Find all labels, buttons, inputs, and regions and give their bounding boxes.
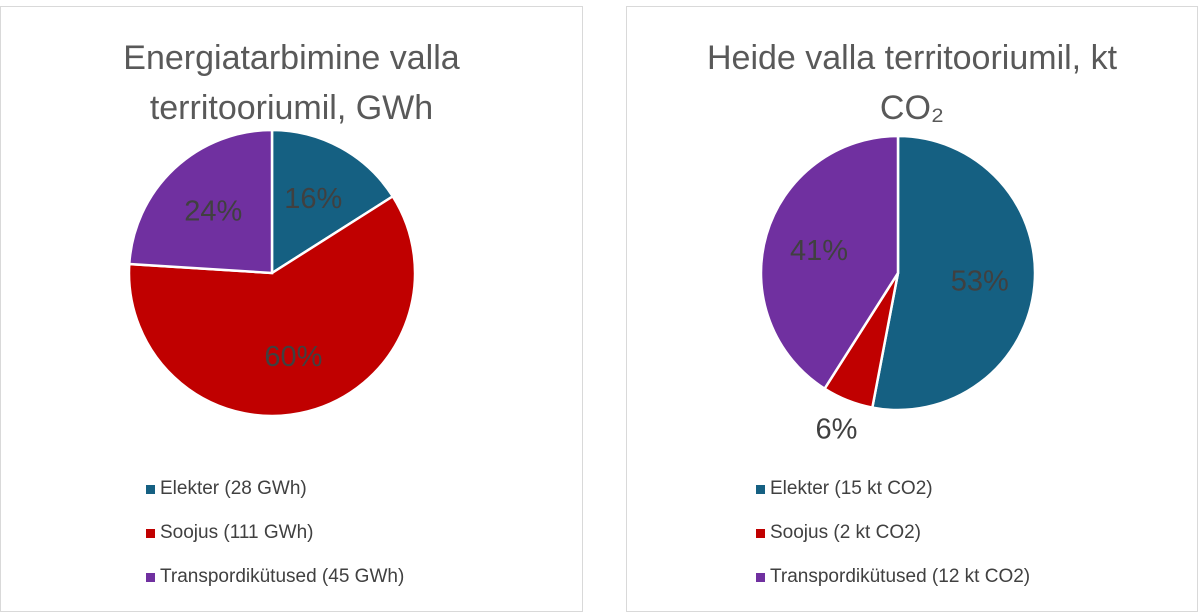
legend-swatch: [146, 529, 155, 538]
data-label: 16%: [284, 183, 342, 215]
pie-slice: [759, 134, 900, 391]
chart-panel: Heide valla territooriumil, kt CO₂ 53% 6% 4…: [626, 6, 1198, 612]
pie-slice: [127, 194, 417, 418]
pie-slice: [870, 134, 1037, 412]
legend-swatch: [756, 485, 765, 494]
legend-label: Transpordikütused (45 GWh): [160, 566, 405, 587]
data-label: 53%: [951, 266, 1009, 298]
legend-label: Transpordikütused (12 kt CO2): [770, 566, 1031, 587]
data-label: 6%: [816, 413, 858, 445]
pie-chart: 53% 6% 41%: [759, 134, 1037, 445]
legend-swatch: [756, 529, 765, 538]
pie-slice: [270, 128, 395, 276]
chart-title: Energiatarbimine valla territooriumil, G…: [123, 39, 460, 127]
pie-slice: [127, 128, 274, 275]
legend-swatch: [146, 573, 155, 582]
legend-label: Soojus (111 GWh): [160, 522, 314, 543]
legend-label: Elekter (15 kt CO2): [770, 478, 933, 499]
chart-title: Heide valla territooriumil, kt CO₂: [706, 39, 1118, 127]
data-label: 41%: [790, 235, 848, 267]
pie-chart: 16% 60% 24%: [127, 128, 417, 418]
legend-swatch: [756, 573, 765, 582]
legend-swatch: [146, 485, 155, 494]
legend-label: Soojus (2 kt CO2): [770, 522, 921, 543]
chart-panel: Energiatarbimine valla territooriumil, G…: [0, 6, 583, 612]
data-label: 60%: [264, 341, 322, 373]
data-label: 24%: [184, 195, 242, 227]
legend-label: Elekter (28 GWh): [160, 478, 307, 499]
